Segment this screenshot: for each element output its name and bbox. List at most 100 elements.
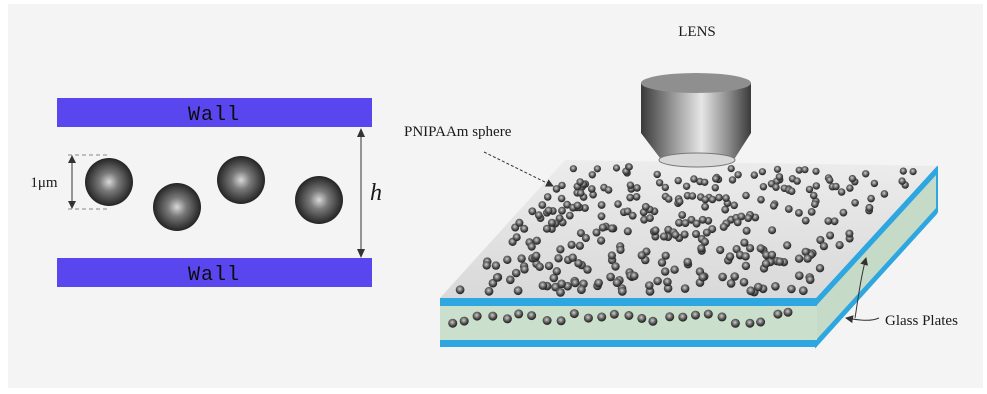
top-sphere (801, 216, 810, 225)
right-cell-diagram: LENS PNIPAAm sphere Glass Plates (404, 24, 958, 349)
front-sphere (665, 312, 675, 322)
top-sphere (730, 201, 738, 210)
top-sphere (549, 273, 559, 283)
cell-right-bottom-edge (816, 207, 937, 347)
top-sphere (577, 285, 586, 295)
top-sphere (680, 230, 689, 239)
top-sphere (554, 254, 563, 263)
front-sphere (624, 311, 634, 320)
bottom-wall (57, 258, 372, 287)
top-sphere (722, 194, 730, 202)
top-sphere (557, 194, 566, 203)
top-sphere (734, 171, 742, 179)
top-sphere (607, 251, 617, 260)
top-sphere (640, 215, 648, 224)
front-sphere (542, 316, 552, 325)
top-sphere (606, 272, 615, 282)
top-sphere (716, 245, 725, 255)
top-sphere (594, 278, 603, 288)
top-sphere (520, 265, 529, 274)
top-sphere (837, 188, 846, 196)
top-sphere (728, 176, 737, 184)
top-sphere (574, 259, 583, 268)
top-sphere (528, 207, 537, 216)
top-sphere (757, 195, 765, 204)
front-sphere (783, 307, 793, 317)
front-sphere (488, 311, 498, 321)
top-sphere (816, 235, 825, 245)
top-sphere (805, 185, 814, 194)
top-sphere (846, 184, 854, 192)
top-sphere (795, 271, 804, 281)
front-sphere (527, 311, 537, 321)
top-sphere (769, 202, 778, 210)
top-sphere (517, 254, 526, 263)
front-sphere (597, 312, 607, 322)
top-sphere (812, 167, 820, 175)
top-sphere (746, 244, 755, 253)
top-sphere (721, 205, 730, 214)
top-sphere (674, 176, 682, 185)
top-sphere (581, 234, 590, 242)
top-sphere (583, 265, 592, 274)
front-sphere (637, 313, 647, 323)
top-sphere (616, 245, 625, 254)
top-sphere (555, 214, 564, 223)
top-sphere (653, 276, 662, 286)
top-sphere (657, 258, 667, 267)
front-sphere (514, 309, 524, 319)
top-sphere (535, 262, 544, 271)
top-sphere (772, 183, 780, 191)
top-sphere (824, 217, 833, 225)
top-sphere (848, 174, 857, 183)
top-sphere (534, 211, 543, 220)
top-sphere (898, 177, 906, 185)
top-sphere (527, 242, 536, 251)
top-sphere (491, 261, 501, 270)
top-sphere (712, 175, 720, 183)
top-sphere (746, 286, 756, 296)
top-sphere (558, 181, 566, 190)
top-sphere (784, 205, 793, 213)
top-sphere (801, 247, 810, 256)
top-sphere (690, 175, 698, 183)
top-sphere (775, 173, 784, 181)
top-sphere (719, 222, 728, 231)
top-sphere (598, 223, 607, 232)
top-sphere (805, 275, 815, 285)
top-sphere (678, 211, 687, 219)
top-sphere (484, 286, 494, 296)
top-sphere (515, 218, 524, 227)
top-sphere (851, 199, 859, 207)
diameter-label: 1μm (30, 175, 58, 191)
top-sphere (795, 166, 803, 174)
top-sphere (597, 212, 606, 221)
cell-right-top-edge (816, 166, 937, 306)
top-sphere (819, 242, 829, 251)
sphere-2 (153, 183, 201, 231)
front-sphere (609, 309, 619, 319)
top-sphere (532, 251, 541, 260)
front-sphere (569, 309, 579, 319)
top-sphere (547, 218, 556, 227)
top-sphere (767, 250, 777, 259)
top-sphere (588, 171, 596, 179)
front-sphere (691, 310, 700, 320)
top-sphere (576, 229, 585, 238)
top-sphere (740, 238, 749, 247)
left-confinement-diagram: Wall Wall 1μm h (30, 98, 382, 287)
top-sphere (830, 217, 839, 226)
top-sphere (492, 273, 502, 282)
top-sphere (775, 257, 784, 266)
top-sphere (557, 279, 566, 289)
top-sphere (680, 284, 690, 293)
top-sphere (632, 193, 641, 201)
top-sphere (503, 255, 512, 264)
top-sphere (512, 233, 521, 242)
front-sphere (502, 314, 512, 324)
lens-barrel-top (641, 73, 751, 93)
diameter-arrow-head-bottom (68, 201, 76, 209)
top-sphere (756, 244, 765, 253)
top-sphere (725, 252, 735, 261)
